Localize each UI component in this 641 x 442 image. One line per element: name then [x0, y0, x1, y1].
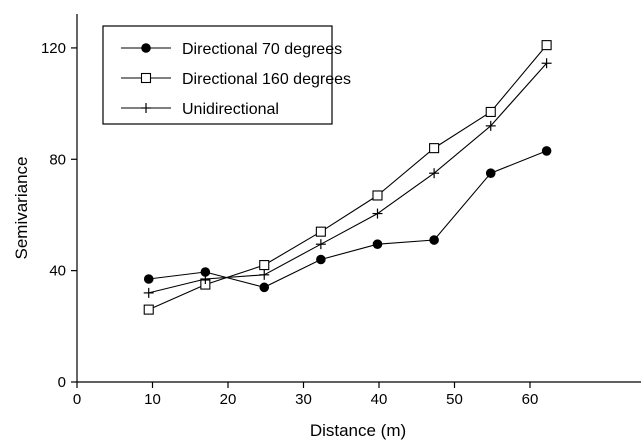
series-line — [148, 62, 548, 294]
series-filled-circle — [143, 146, 552, 293]
data-point — [143, 274, 154, 284]
legend-entry: Directional 160 degrees — [121, 71, 351, 88]
data-point — [429, 143, 440, 154]
x-tick-label: 50 — [446, 391, 463, 408]
data-point — [315, 239, 326, 250]
series-line — [148, 150, 547, 288]
series-line — [148, 44, 548, 311]
legend-label: Unidirectional — [182, 101, 279, 118]
data-point — [259, 260, 270, 271]
legend: Directional 70 degrees Directional 160 de… — [102, 25, 351, 125]
x-tick-label: 0 — [73, 391, 81, 408]
data-point — [372, 208, 383, 219]
x-tick-label: 40 — [371, 391, 388, 408]
series-open-square — [143, 40, 552, 315]
data-point — [541, 40, 552, 51]
data-point — [315, 226, 326, 237]
legend-label: Directional 70 degrees — [182, 41, 342, 58]
data-point — [429, 235, 439, 245]
y-tick-label: 40 — [49, 263, 66, 280]
data-point — [259, 269, 270, 280]
y-tick-label: 120 — [41, 40, 66, 57]
data-point — [485, 106, 496, 118]
x-axis-title: Distance (m) — [310, 421, 406, 440]
data-point — [259, 282, 270, 293]
data-point — [200, 273, 211, 284]
y-tick-label: 0 — [58, 374, 66, 391]
data-point — [143, 304, 154, 315]
data-point — [372, 239, 383, 249]
y-ticks: 0 40 80 120 — [41, 40, 77, 391]
legend-entry: Unidirectional — [121, 101, 279, 118]
data-point — [429, 168, 440, 179]
data-point — [485, 168, 496, 178]
data-point — [372, 190, 383, 201]
data-point — [141, 103, 151, 113]
x-tick-label: 20 — [220, 391, 237, 408]
legend-label: Directional 160 degrees — [182, 71, 351, 88]
legend-entry: Directional 70 degrees — [121, 41, 342, 58]
data-point — [541, 146, 552, 156]
y-tick-label: 80 — [49, 151, 66, 168]
x-tick-label: 60 — [522, 391, 539, 408]
data-point — [316, 254, 326, 265]
data-point — [143, 287, 154, 298]
y-axis-title: Semivariance — [12, 157, 31, 260]
series-group — [143, 40, 552, 315]
x-ticks: 0 10 20 30 40 50 60 — [73, 382, 539, 408]
axes — [76, 14, 641, 383]
data-point — [141, 43, 151, 53]
data-point — [485, 120, 496, 131]
series-plus — [143, 58, 552, 298]
data-point — [541, 58, 552, 69]
x-tick-label: 30 — [295, 391, 312, 408]
data-point — [140, 72, 152, 84]
x-tick-label: 10 — [144, 391, 161, 408]
